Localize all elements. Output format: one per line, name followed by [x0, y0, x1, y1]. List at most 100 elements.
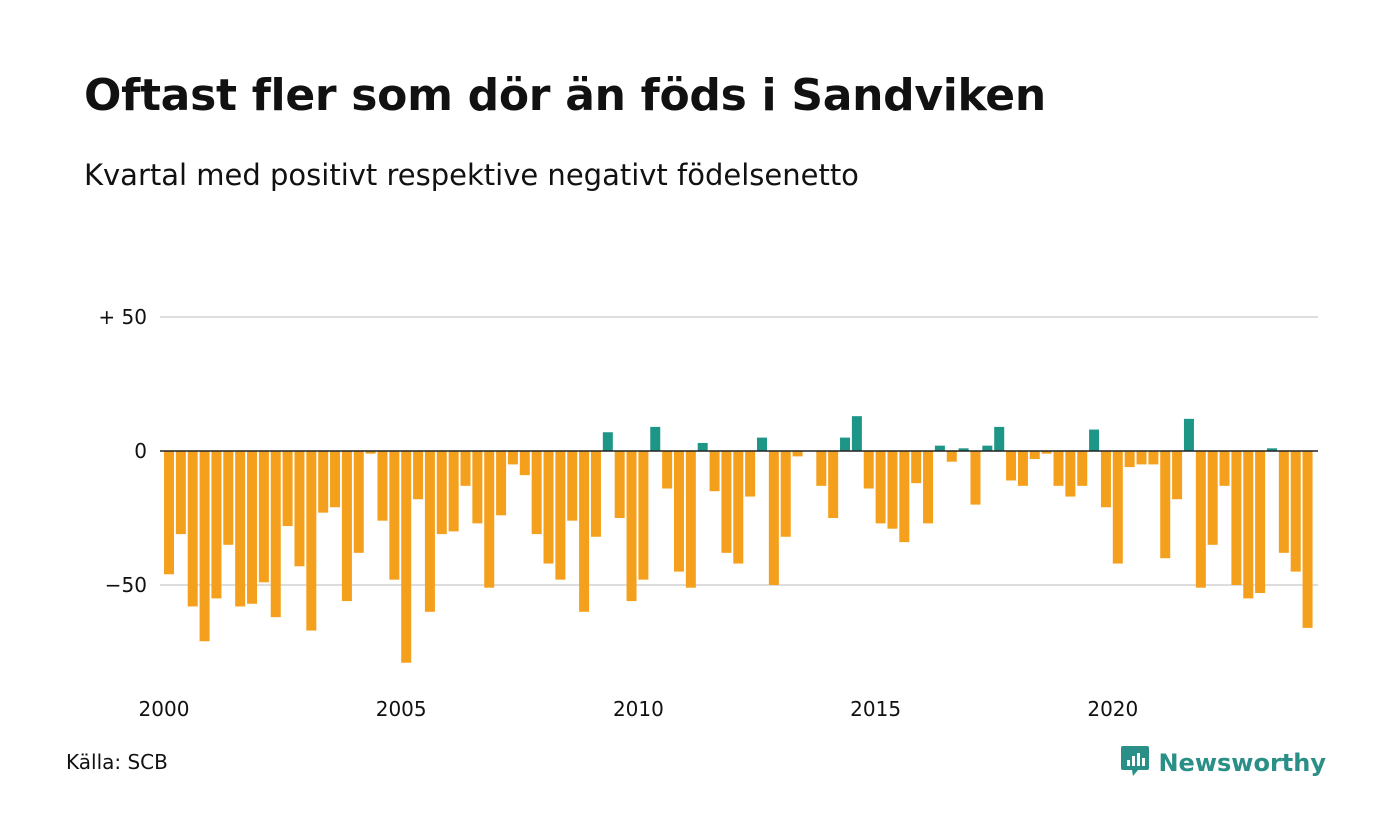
- bar-positive: [697, 442, 708, 451]
- x-tick-label: 2005: [376, 697, 427, 721]
- bar-negative: [460, 451, 471, 486]
- bar-negative: [211, 451, 222, 599]
- bar-negative: [792, 451, 803, 457]
- bar-negative: [436, 451, 447, 535]
- bar-negative: [1148, 451, 1159, 465]
- bar-negative: [1065, 451, 1076, 497]
- bar-negative: [911, 451, 922, 484]
- bar-negative: [923, 451, 934, 524]
- source-note: Källa: SCB: [66, 750, 168, 774]
- bar-negative: [721, 451, 732, 553]
- bar-negative: [1219, 451, 1230, 486]
- x-tick-label: 2015: [850, 697, 901, 721]
- newsworthy-logo-icon: [1120, 744, 1150, 782]
- bar-negative: [175, 451, 186, 535]
- bar-negative: [318, 451, 329, 513]
- bar-negative: [531, 451, 542, 535]
- bar-negative: [365, 451, 376, 454]
- bar-negative: [733, 451, 744, 564]
- grid-lines: [160, 316, 1318, 586]
- bar-negative: [413, 451, 424, 500]
- brand[interactable]: Newsworthy: [1120, 744, 1326, 782]
- bar-negative: [164, 451, 174, 575]
- bar-negative: [780, 451, 791, 537]
- bar-negative: [484, 451, 495, 588]
- bar-negative: [816, 451, 827, 486]
- bar-negative: [555, 451, 566, 580]
- bar-negative: [1172, 451, 1183, 500]
- bar-negative: [1053, 451, 1064, 486]
- bar-negative: [1231, 451, 1242, 585]
- x-tick-label: 2000: [139, 697, 190, 721]
- bar-negative: [424, 451, 435, 612]
- bar-negative: [875, 451, 886, 524]
- bar-negative: [330, 451, 341, 508]
- bar-positive: [1183, 418, 1194, 451]
- bar-negative: [1302, 451, 1313, 628]
- brand-name: Newsworthy: [1158, 749, 1326, 777]
- bar-negative: [1207, 451, 1218, 545]
- bar-negative: [1100, 451, 1111, 508]
- bar-negative: [590, 451, 601, 537]
- bar-negative: [1112, 451, 1123, 564]
- bar-negative: [448, 451, 459, 532]
- bar-negative: [1255, 451, 1266, 594]
- bar-positive: [958, 448, 969, 451]
- y-tick-label: 0: [134, 439, 147, 463]
- bar-negative: [270, 451, 281, 618]
- bar-negative: [1290, 451, 1301, 572]
- bar-negative: [745, 451, 756, 497]
- bar-negative: [247, 451, 258, 604]
- bar-negative: [389, 451, 400, 580]
- bar-positive: [757, 437, 767, 451]
- bar-negative: [1160, 451, 1171, 559]
- y-tick-label: + 50: [98, 305, 147, 329]
- bar-negative: [946, 451, 957, 462]
- bar-negative: [306, 451, 317, 631]
- bar-negative: [1029, 451, 1040, 460]
- bar-negative: [899, 451, 910, 543]
- bar-negative: [1017, 451, 1028, 486]
- bar-negative: [626, 451, 637, 602]
- bar-negative: [970, 451, 981, 505]
- bar-negative: [507, 451, 518, 465]
- bar-negative: [614, 451, 625, 518]
- x-tick-label: 2010: [613, 697, 664, 721]
- bar-negative: [1006, 451, 1017, 481]
- bar-positive: [602, 432, 613, 451]
- bar-positive: [650, 426, 661, 451]
- bar-negative: [887, 451, 898, 529]
- bar-negative: [519, 451, 530, 476]
- bar-positive: [1089, 429, 1100, 451]
- bar-positive: [934, 445, 945, 451]
- bar-negative: [1136, 451, 1147, 465]
- bar-negative: [768, 451, 779, 585]
- bar-negative: [377, 451, 388, 521]
- bar-positive: [840, 437, 851, 451]
- bar-negative: [199, 451, 210, 642]
- bar-negative: [1041, 451, 1052, 454]
- y-tick-label: −50: [105, 573, 147, 597]
- tick-labels: + 50 0 −50 2000 2005 2010 2015 2020: [98, 305, 1138, 721]
- bar-positive: [994, 426, 1005, 451]
- bar-negative: [662, 451, 673, 489]
- bar-chart: + 50 0 −50 2000 2005 2010 2015 2020: [98, 305, 1318, 721]
- bar-negative: [258, 451, 269, 583]
- bar-negative: [673, 451, 684, 572]
- bar-negative: [1195, 451, 1206, 588]
- bar-negative: [1243, 451, 1254, 599]
- bar-negative: [543, 451, 554, 564]
- bar-negative: [353, 451, 364, 553]
- bar-negative: [709, 451, 720, 492]
- bar-negative: [341, 451, 352, 602]
- bars: [164, 416, 1313, 663]
- bar-negative: [638, 451, 649, 580]
- bar-negative: [223, 451, 234, 545]
- bar-negative: [685, 451, 696, 588]
- bar-negative: [496, 451, 507, 516]
- bar-positive: [982, 445, 993, 451]
- bar-negative: [472, 451, 483, 524]
- x-tick-label: 2020: [1087, 697, 1138, 721]
- bar-negative: [579, 451, 590, 612]
- bar-negative: [567, 451, 578, 521]
